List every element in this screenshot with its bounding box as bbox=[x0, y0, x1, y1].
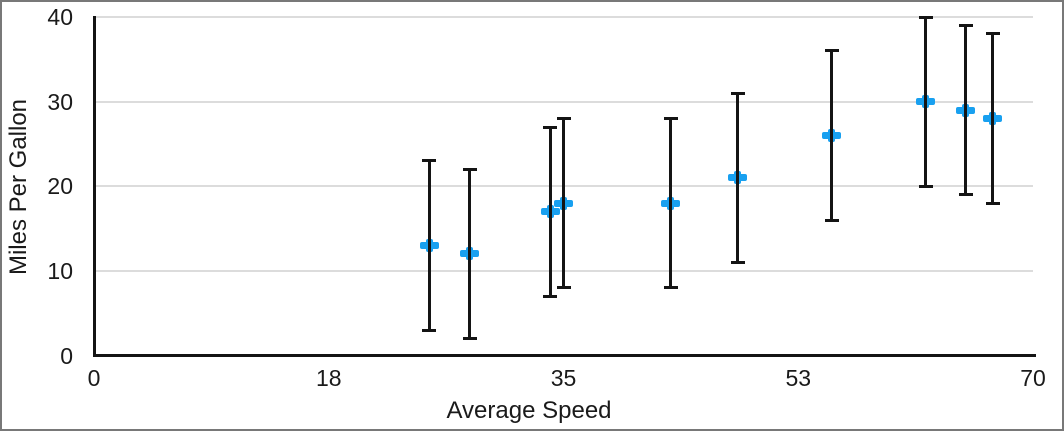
error-bar-top-cap bbox=[958, 23, 973, 27]
error-bar-bottom-cap bbox=[824, 218, 839, 222]
error-bar-bottom-cap bbox=[730, 260, 745, 264]
error-bar-bottom-cap bbox=[918, 184, 933, 188]
y-axis-title: Miles Per Gallon bbox=[5, 98, 32, 275]
error-bar-top-cap bbox=[730, 91, 745, 95]
error-bar-line bbox=[548, 127, 552, 297]
error-bar-bottom-cap bbox=[985, 201, 1000, 205]
error-bar-top-cap bbox=[985, 32, 1000, 36]
error-bar-bottom-cap bbox=[556, 286, 571, 290]
error-bar-line bbox=[736, 93, 740, 263]
error-bar-line bbox=[468, 169, 472, 339]
error-bar-top-cap bbox=[462, 167, 477, 171]
y-tick-label: 0 bbox=[60, 342, 73, 369]
error-bar-line bbox=[427, 160, 431, 331]
x-tick-label: 18 bbox=[315, 365, 342, 391]
error-bar-line bbox=[991, 33, 995, 204]
horizontal-gridline bbox=[94, 100, 1033, 103]
error-bar-bottom-cap bbox=[543, 294, 558, 298]
y-tick-label: 20 bbox=[47, 173, 73, 200]
x-tick-label: 0 bbox=[87, 365, 101, 391]
error-bar-line bbox=[830, 50, 834, 221]
error-bar-bottom-cap bbox=[422, 328, 437, 332]
y-axis-line bbox=[92, 16, 96, 357]
x-tick-label: 35 bbox=[550, 365, 577, 391]
x-axis-line bbox=[92, 354, 1036, 357]
x-tick-label: 70 bbox=[1020, 365, 1046, 391]
error-bar-line bbox=[924, 17, 928, 187]
error-bar-bottom-cap bbox=[462, 337, 477, 341]
error-bar-line bbox=[964, 25, 968, 195]
error-bar-top-cap bbox=[556, 117, 571, 121]
x-tick-label: 53 bbox=[785, 365, 812, 391]
error-bar-bottom-cap bbox=[663, 286, 678, 290]
horizontal-gridline bbox=[94, 16, 1033, 18]
error-bar-top-cap bbox=[422, 159, 437, 163]
y-tick-label: 10 bbox=[47, 257, 73, 284]
error-bar-top-cap bbox=[824, 49, 839, 53]
error-bar-line bbox=[562, 118, 565, 288]
error-bar-top-cap bbox=[663, 117, 678, 121]
y-tick-label: 40 bbox=[47, 4, 73, 30]
x-axis-title: Average Speed bbox=[446, 397, 612, 424]
y-tick-label: 30 bbox=[47, 88, 73, 115]
error-bar-top-cap bbox=[918, 15, 933, 19]
error-bar-line bbox=[669, 118, 673, 288]
error-bar-bottom-cap bbox=[958, 193, 973, 197]
error-bar-top-cap bbox=[543, 125, 558, 129]
